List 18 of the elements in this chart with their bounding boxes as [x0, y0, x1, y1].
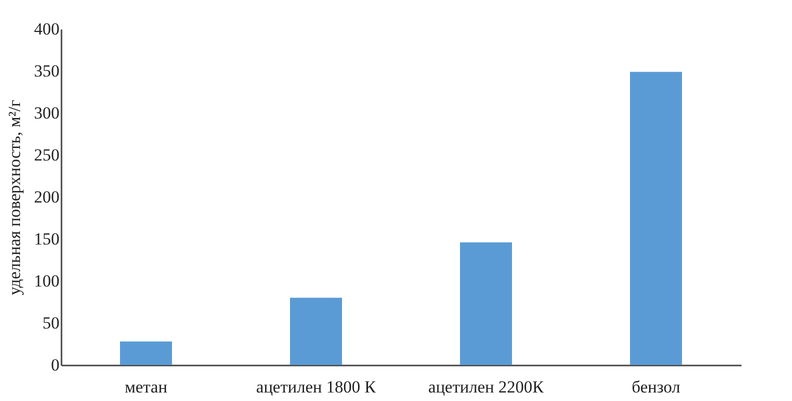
bar — [120, 341, 172, 365]
bar — [290, 298, 342, 365]
x-tick-label: бензол — [632, 378, 681, 396]
y-axis-title: удельная поверхность, м²/г — [5, 100, 24, 296]
bar — [630, 72, 682, 365]
y-tick-label: 150 — [34, 230, 60, 248]
y-tick-label: 50 — [42, 314, 60, 332]
x-tick-label: ацетилен 1800 К — [256, 378, 376, 396]
y-tick-label: 250 — [34, 146, 60, 164]
x-tick-label: ацетилен 2200К — [428, 378, 544, 396]
x-tick-label: метан — [124, 378, 168, 396]
bar — [460, 242, 512, 365]
y-tick-label: 400 — [34, 20, 60, 38]
y-tick-label: 200 — [34, 188, 60, 206]
y-tick-label: 100 — [34, 272, 60, 290]
y-tick-label: 300 — [34, 104, 60, 122]
y-tick-label: 0 — [51, 356, 60, 374]
y-tick-label: 350 — [34, 62, 60, 80]
